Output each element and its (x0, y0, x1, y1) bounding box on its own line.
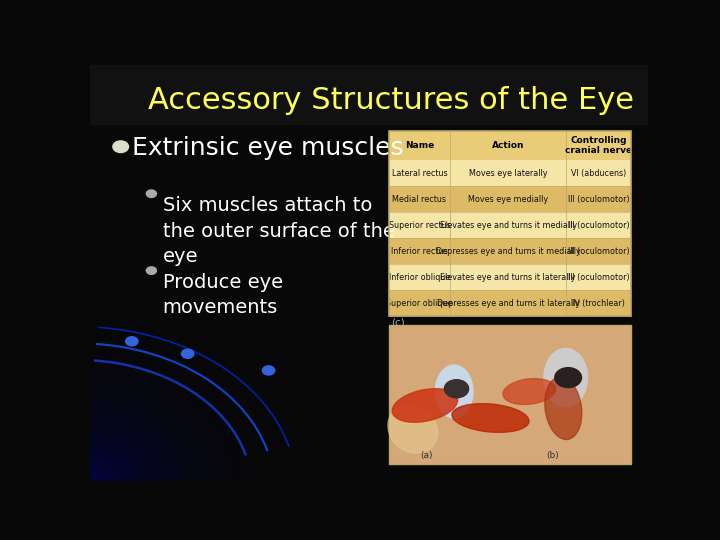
Text: Moves eye laterally: Moves eye laterally (469, 168, 547, 178)
Text: Moves eye medially: Moves eye medially (468, 194, 548, 204)
Text: Action: Action (492, 141, 524, 150)
Ellipse shape (545, 377, 582, 440)
Text: IV (trochlear): IV (trochlear) (572, 299, 625, 308)
Text: (a): (a) (420, 451, 433, 460)
Text: Produce eye
movements: Produce eye movements (163, 273, 283, 318)
Ellipse shape (452, 403, 529, 433)
Text: Controlling
cranial nerve: Controlling cranial nerve (565, 136, 632, 155)
Text: Depresses eye and turns it laterally: Depresses eye and turns it laterally (436, 299, 580, 308)
Text: Accessory Structures of the Eye: Accessory Structures of the Eye (148, 86, 634, 114)
FancyBboxPatch shape (389, 160, 631, 316)
FancyBboxPatch shape (90, 65, 648, 125)
Ellipse shape (544, 348, 588, 407)
Text: Elevates eye and turns it medially: Elevates eye and turns it medially (439, 221, 577, 230)
Ellipse shape (503, 379, 556, 404)
Text: Elevates eye and turns it laterally: Elevates eye and turns it laterally (441, 273, 576, 282)
FancyBboxPatch shape (389, 238, 631, 264)
Text: Superior rectus: Superior rectus (389, 221, 450, 230)
Text: Inferior rectus: Inferior rectus (391, 247, 448, 256)
Circle shape (113, 141, 128, 152)
Text: Depresses eye and turns it medially: Depresses eye and turns it medially (436, 247, 580, 256)
Text: Six muscles attach to
the outer surface of the
eye: Six muscles attach to the outer surface … (163, 196, 395, 266)
Text: Extrinsic eye muscles: Extrinsic eye muscles (132, 136, 403, 160)
Ellipse shape (388, 405, 438, 453)
Text: III (oculomotor): III (oculomotor) (567, 247, 629, 256)
FancyBboxPatch shape (389, 325, 631, 464)
Circle shape (262, 366, 275, 375)
Ellipse shape (392, 389, 458, 422)
Ellipse shape (436, 365, 473, 418)
Text: (b): (b) (546, 451, 559, 460)
FancyBboxPatch shape (389, 186, 631, 212)
Text: Lateral rectus: Lateral rectus (392, 168, 447, 178)
Text: Superior oblique: Superior oblique (386, 299, 453, 308)
Text: Name: Name (405, 141, 434, 150)
Text: III (oculomotor): III (oculomotor) (567, 221, 629, 230)
Text: III (oculomotor): III (oculomotor) (567, 273, 629, 282)
Circle shape (181, 349, 194, 359)
Circle shape (146, 190, 156, 198)
Circle shape (444, 380, 469, 398)
Circle shape (126, 337, 138, 346)
Circle shape (555, 368, 582, 388)
Text: Medial rectus: Medial rectus (392, 194, 446, 204)
FancyBboxPatch shape (389, 131, 631, 160)
Text: (c): (c) (392, 318, 405, 327)
FancyBboxPatch shape (389, 291, 631, 316)
Text: VI (abducens): VI (abducens) (571, 168, 626, 178)
Circle shape (146, 267, 156, 274)
Text: III (oculomotor): III (oculomotor) (567, 194, 629, 204)
Text: Inferior oblique: Inferior oblique (389, 273, 450, 282)
